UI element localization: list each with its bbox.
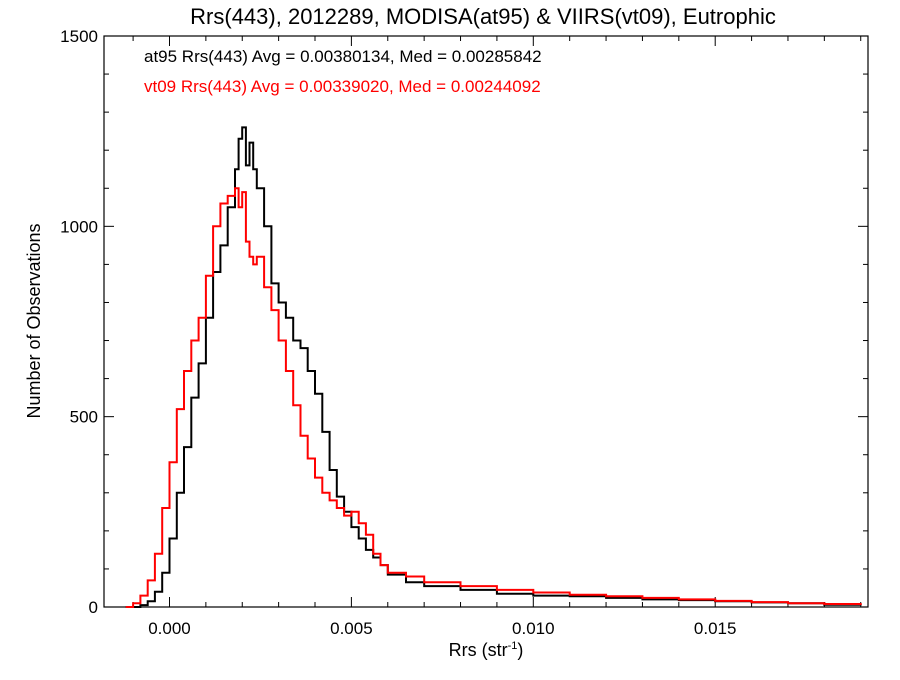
series-layer bbox=[125, 126, 862, 608]
y-tick-label: 1500 bbox=[60, 27, 98, 46]
y-tick-label: 0 bbox=[89, 598, 98, 617]
x-axis-label-close: ) bbox=[517, 640, 523, 660]
series-line-vt09 bbox=[125, 187, 862, 608]
y-tick-label: 1000 bbox=[60, 217, 98, 236]
x-tick-label: 0.010 bbox=[512, 619, 555, 638]
plot-frame bbox=[103, 35, 869, 608]
annotation-vt09: vt09 Rrs(443) Avg = 0.00339020, Med = 0.… bbox=[144, 77, 541, 96]
x-tick-label: 0.015 bbox=[694, 619, 737, 638]
x-axis-label-main: Rrs (str bbox=[449, 640, 508, 660]
y-axis-label: Number of Observations bbox=[24, 223, 44, 418]
y-tick-label: 500 bbox=[70, 408, 98, 427]
x-axis-label: Rrs (str-1) bbox=[449, 640, 524, 660]
x-tick-label: 0.005 bbox=[330, 619, 373, 638]
series-line-at95 bbox=[125, 126, 862, 608]
x-axis-label-superscript: -1 bbox=[508, 640, 518, 652]
x-tick-label: 0.000 bbox=[148, 619, 191, 638]
axis-ticks: 0.000 0.005 0.010 0.015 0 500 1000 1500 bbox=[60, 27, 868, 638]
chart-title: Rrs(443), 2012289, MODISA(at95) & VIIRS(… bbox=[190, 4, 776, 29]
annotation-at95: at95 Rrs(443) Avg = 0.00380134, Med = 0.… bbox=[144, 47, 542, 66]
